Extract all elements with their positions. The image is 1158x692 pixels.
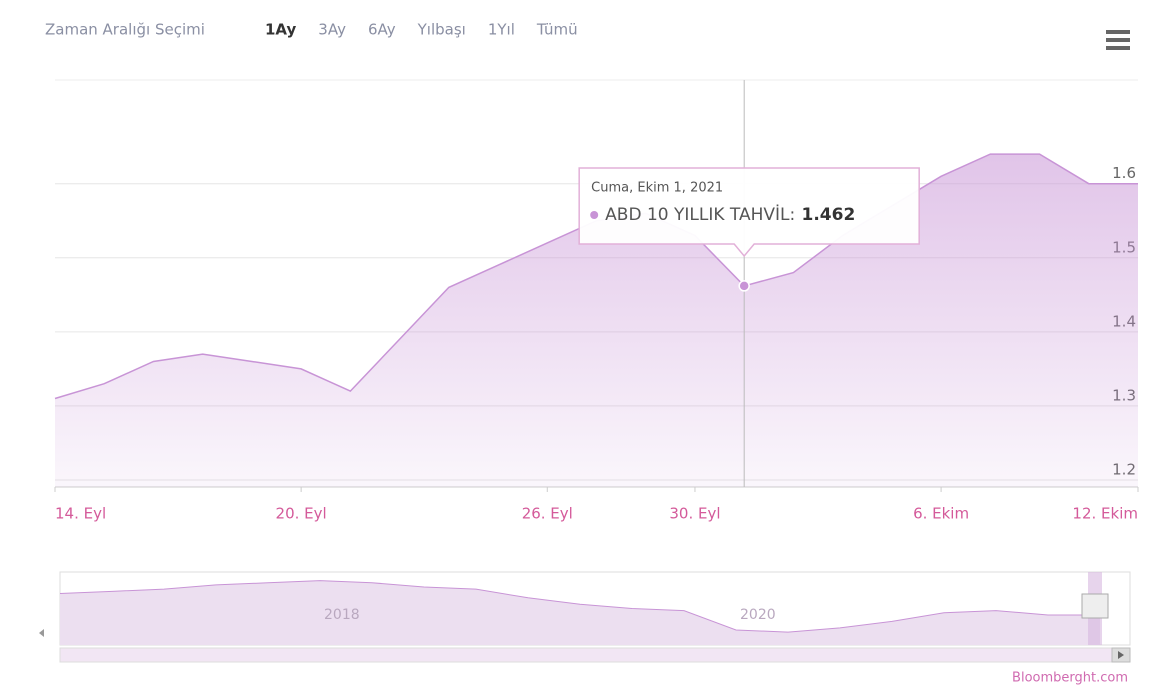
x-tick-label: 14. Eyl: [55, 505, 106, 523]
navigator-handle[interactable]: [1081, 593, 1109, 619]
tooltip-box: [578, 167, 920, 258]
x-tick-label: 26. Eyl: [522, 505, 573, 523]
x-tick-label: 20. Eyl: [276, 505, 327, 523]
range-selector-label: Zaman Aralığı Seçimi: [45, 21, 205, 39]
scrollbar-arrow-left: [39, 629, 44, 637]
x-tick-label: 6. Ekim: [913, 505, 969, 523]
tooltip-series-name: ABD 10 YILLIK TAHVİL: [605, 204, 790, 225]
range-button[interactable]: 3Ay: [318, 21, 346, 39]
range-button[interactable]: Tümü: [536, 21, 578, 39]
scrollbar-arrow: [1118, 651, 1124, 659]
range-button[interactable]: 1Yıl: [488, 21, 515, 39]
tooltip-title: Cuma, Ekim 1, 2021: [591, 181, 723, 196]
x-tick-label: 12. Ekim: [1072, 505, 1138, 523]
navigator-area: [60, 580, 1100, 645]
credit: Bloomberght.com: [1012, 671, 1128, 686]
hover-point: [738, 280, 750, 292]
range-button[interactable]: 6Ay: [368, 21, 396, 39]
navigator-label: 2020: [740, 607, 776, 623]
menu-button[interactable]: [1106, 30, 1130, 50]
range-button[interactable]: 1Ay: [265, 21, 297, 39]
scrollbar[interactable]: [59, 647, 1131, 663]
navigator-label: 2018: [324, 607, 360, 623]
tooltip-marker: [590, 211, 599, 219]
tooltip-value: 1.462: [802, 205, 856, 225]
menu-bar: [1106, 46, 1130, 50]
x-tick-label: 30. Eyl: [669, 505, 720, 523]
range-button[interactable]: Yılbaşı: [417, 21, 466, 39]
navigator-line: [59, 580, 1100, 633]
tooltip-separator: :: [790, 205, 796, 225]
y-tick-label: 1.6: [1112, 164, 1136, 182]
menu-bar: [1106, 30, 1130, 34]
menu-bar: [1106, 38, 1130, 42]
